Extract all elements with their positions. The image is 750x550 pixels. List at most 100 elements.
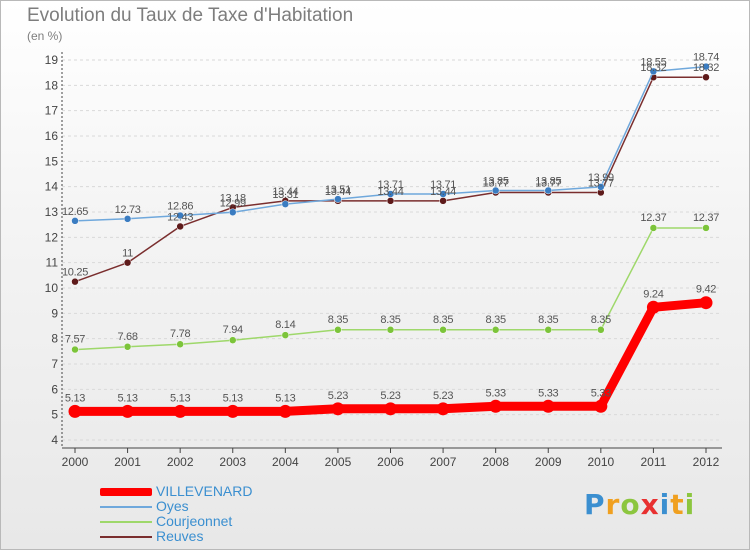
data-label: 5.33 [591,387,611,399]
data-point [702,62,710,71]
data-point [384,402,397,416]
y-tick-label: 8 [51,332,58,346]
data-point [597,183,605,191]
data-label: 13.77 [588,177,614,189]
logo-letter: o [620,488,641,521]
data-label: 13.71 [377,179,403,191]
data-point [176,222,184,231]
x-tick-label: 2004 [272,455,299,469]
data-label: 18.32 [693,62,719,74]
data-point [597,326,605,334]
y-tick-label: 17 [45,104,59,118]
legend-label-oyes: Oyes [156,498,189,514]
x-tick-label: 2009 [535,455,562,469]
data-label: 5.33 [538,387,558,399]
logo-letter: i [684,488,696,521]
data-point [176,211,184,220]
data-label: 5.23 [328,390,348,402]
data-label: 12.99 [220,197,246,209]
y-tick-label: 11 [46,256,59,270]
chart-subtitle: (en %) [27,29,63,43]
data-label: 13.18 [220,192,246,204]
data-label: 12.86 [167,201,193,213]
data-label: 8.35 [538,314,558,326]
data-point [699,296,713,310]
data-label: 13.44 [325,186,351,198]
data-point [649,67,658,76]
legend-swatch-villevenard [100,488,152,496]
logo-letter: x [640,488,660,521]
legend-item-courjeonnet: Courjeonnet [100,514,360,529]
data-label: 8.14 [275,319,295,331]
legend-label-courjeonnet: Courjeonnet [156,513,233,529]
data-point [594,399,608,413]
data-point [173,404,187,418]
data-point [281,331,290,339]
data-point [439,190,447,198]
data-label: 12.73 [115,204,141,216]
data-point [646,300,660,314]
data-point [278,404,292,418]
x-tick-label: 2012 [693,455,720,469]
data-label: 18.55 [640,56,666,68]
data-point [489,399,503,413]
x-tick-label: 2006 [377,455,404,469]
data-point [71,217,79,225]
data-label: 13.44 [272,186,298,198]
data-point [649,224,658,232]
y-tick-label: 12 [45,230,59,244]
y-tick-label: 19 [45,53,59,67]
legend-swatch-oyes [100,506,152,508]
data-point [491,326,500,334]
x-tick-label: 2001 [114,455,141,469]
data-label: 13.31 [272,189,298,201]
data-point [386,197,395,205]
data-point [123,258,132,267]
x-tick-label: 2011 [641,455,667,469]
data-point [334,326,342,334]
data-point [436,402,450,416]
data-point [386,326,395,334]
data-point [439,197,447,205]
data-label: 13.51 [325,184,351,196]
data-label: 10.25 [62,267,88,279]
x-tick-label: 2005 [325,455,352,469]
data-point [229,336,237,344]
data-label: 5.13 [65,392,85,404]
data-label: 9.42 [696,284,716,296]
data-label: 5.23 [433,390,453,402]
data-label: 13.44 [430,186,456,198]
logo-letter: P [584,488,606,521]
data-point [334,195,342,203]
data-point [544,326,552,334]
data-label: 5.23 [380,390,400,402]
y-tick-label: 16 [45,129,59,143]
x-tick-label: 2000 [62,455,89,469]
data-point [541,399,555,413]
y-tick-label: 18 [45,78,59,92]
data-label: 9.24 [643,288,663,300]
legend-label-villevenard: VILLEVENARD [156,483,253,499]
data-label: 8.35 [433,314,453,326]
x-tick-label: 2007 [430,455,457,469]
data-point [123,215,132,223]
y-tick-label: 15 [45,154,59,168]
data-label: 12.65 [62,206,88,218]
y-tick-label: 14 [45,180,59,194]
x-tick-label: 2008 [482,455,509,469]
legend-item-oyes: Oyes [100,499,360,514]
data-point [123,343,132,351]
y-tick-label: 4 [51,433,58,447]
x-tick-label: 2003 [219,455,246,469]
logo-letter: t [670,488,685,521]
data-label: 5.13 [223,392,243,404]
data-label: 5.13 [117,392,137,404]
data-label: 13.77 [535,177,561,189]
data-label: 5.33 [486,387,506,399]
data-label: 13.99 [588,172,614,184]
data-label: 8.35 [328,314,348,326]
data-label: 13.85 [535,175,561,187]
data-point [71,345,79,354]
